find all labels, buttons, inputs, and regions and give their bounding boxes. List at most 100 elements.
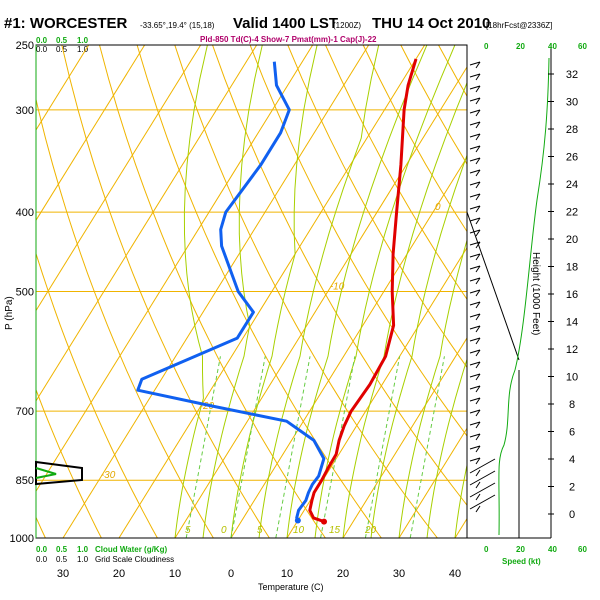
dry-adiabat xyxy=(36,388,102,538)
dry-adiabat xyxy=(362,45,467,233)
height-tick-label: 8 xyxy=(569,399,575,411)
svg-text:Grid Scale Cloudiness: Grid Scale Cloudiness xyxy=(95,555,174,564)
wind-barb xyxy=(469,277,481,282)
mixing-ratio-line xyxy=(364,356,401,538)
wind-barb xyxy=(469,229,481,234)
dry-adiabat xyxy=(36,251,158,538)
svg-text:40: 40 xyxy=(548,545,557,554)
wind-barb xyxy=(469,325,481,330)
height-tick-label: 0 xyxy=(569,509,575,521)
background-grid: 100-10-20-305 0 5 10 15 20 xyxy=(36,45,566,538)
wind-barb-flag xyxy=(475,301,481,309)
height-tick-label: 2 xyxy=(569,482,575,494)
cloudiness-marker xyxy=(35,467,57,479)
isotherm-line xyxy=(36,45,146,222)
wind-barb-flag xyxy=(475,277,481,285)
wind-barb-flag xyxy=(475,337,481,345)
wind-barb xyxy=(469,337,481,342)
height-tick-label: 22 xyxy=(566,207,578,219)
wind-barb-flag xyxy=(475,157,481,165)
wind-barb-flag xyxy=(475,289,481,297)
moist-adiabat xyxy=(426,357,467,538)
temperature-tick-label: 20 xyxy=(113,568,125,580)
svg-text:20: 20 xyxy=(516,42,525,51)
wind-barb xyxy=(469,85,481,90)
wind-barb xyxy=(469,205,481,210)
isotherm-line xyxy=(174,66,467,538)
wind-barb xyxy=(469,109,481,114)
height-axis-title: Height (1000 Feet) xyxy=(530,252,541,335)
wind-barb-flag xyxy=(475,349,481,357)
moist-adiabat xyxy=(454,462,467,538)
wind-barb-flag xyxy=(475,421,481,429)
svg-text:60: 60 xyxy=(578,545,587,554)
moist-adiabat xyxy=(370,153,467,538)
height-tick-label: 16 xyxy=(566,289,578,301)
isotherm-line xyxy=(398,427,467,538)
wind-barb-flag xyxy=(475,205,481,213)
svg-text:0.5: 0.5 xyxy=(56,555,68,564)
adiabat-label: 15 xyxy=(329,525,341,536)
wind-barb-flag xyxy=(475,313,481,321)
wind-barb xyxy=(469,145,481,150)
svg-text:1.0: 1.0 xyxy=(77,545,89,554)
height-tick-label: 14 xyxy=(566,317,578,329)
wind-barb-flag xyxy=(475,469,481,477)
wind-barb xyxy=(469,433,481,438)
wind-barb-flag xyxy=(475,73,481,81)
svg-text:0.0: 0.0 xyxy=(36,545,48,554)
temperature-tick-label: 10 xyxy=(281,568,293,580)
dry-adiabat xyxy=(212,45,467,506)
wind-barb xyxy=(469,265,481,270)
mixing-ratio-line xyxy=(185,356,221,538)
adiabat-label: 20 xyxy=(364,525,377,536)
isotherm-label: -20 xyxy=(200,401,215,412)
wind-barb-flag xyxy=(475,385,481,393)
wind-barb xyxy=(469,253,481,258)
dewpoint-surface-point xyxy=(294,517,301,524)
wind-barb-flag xyxy=(475,133,481,141)
moist-adiabat xyxy=(286,45,428,538)
wind-barb xyxy=(469,133,481,138)
pressure-axis: 250 300 400 500 700 850 1000 xyxy=(10,40,34,545)
wind-barb xyxy=(469,470,496,486)
pressure-tick-label: 1000 xyxy=(10,533,34,545)
pressure-tick-label: 300 xyxy=(16,105,34,117)
svg-text:0.0: 0.0 xyxy=(36,45,48,54)
wind-barb xyxy=(469,457,481,462)
height-tick-label: 6 xyxy=(569,427,575,439)
svg-text:1.0: 1.0 xyxy=(77,36,89,45)
dry-adiabat xyxy=(136,45,382,538)
wind-barb xyxy=(469,458,496,474)
cloud-water-marker xyxy=(35,460,83,486)
dry-adiabat xyxy=(36,97,214,538)
wind-barb-flag xyxy=(475,97,481,105)
svg-text:60: 60 xyxy=(578,42,587,51)
wind-barb xyxy=(469,397,481,402)
height-tick-label: 4 xyxy=(569,454,575,466)
height-tick-label: 24 xyxy=(566,179,578,191)
isotherm-line xyxy=(62,45,370,538)
dry-adiabat xyxy=(249,45,467,437)
mixing-ratio-line xyxy=(409,356,445,538)
svg-text:0.0: 0.0 xyxy=(36,555,48,564)
cloud-scale-bottom: 0.0 0.5 1.0 Cloud Water (g/Kg) 0.0 0.5 1… xyxy=(36,545,174,564)
wind-barb xyxy=(469,169,481,174)
svg-text:Speed (kt): Speed (kt) xyxy=(502,557,541,566)
wind-barb-flag xyxy=(475,145,481,153)
wind-barb xyxy=(469,482,496,498)
station-coords: -33.65°,19.4° (15,18) xyxy=(140,21,215,30)
isotherm-line xyxy=(342,337,467,538)
isotherm-line xyxy=(36,45,202,312)
isotherm-label: 0 xyxy=(435,202,441,213)
dry-adiabat xyxy=(174,45,438,538)
wind-barb-flag xyxy=(475,61,481,69)
svg-text:Cloud Water (g/Kg): Cloud Water (g/Kg) xyxy=(95,545,167,554)
moist-adiabat xyxy=(398,238,467,538)
isotherm-label: 10 xyxy=(554,100,566,111)
temperature-tick-label: 30 xyxy=(393,568,405,580)
panel-boundary xyxy=(466,211,520,361)
isotherm-line xyxy=(286,246,467,538)
isotherm-line xyxy=(230,156,467,538)
